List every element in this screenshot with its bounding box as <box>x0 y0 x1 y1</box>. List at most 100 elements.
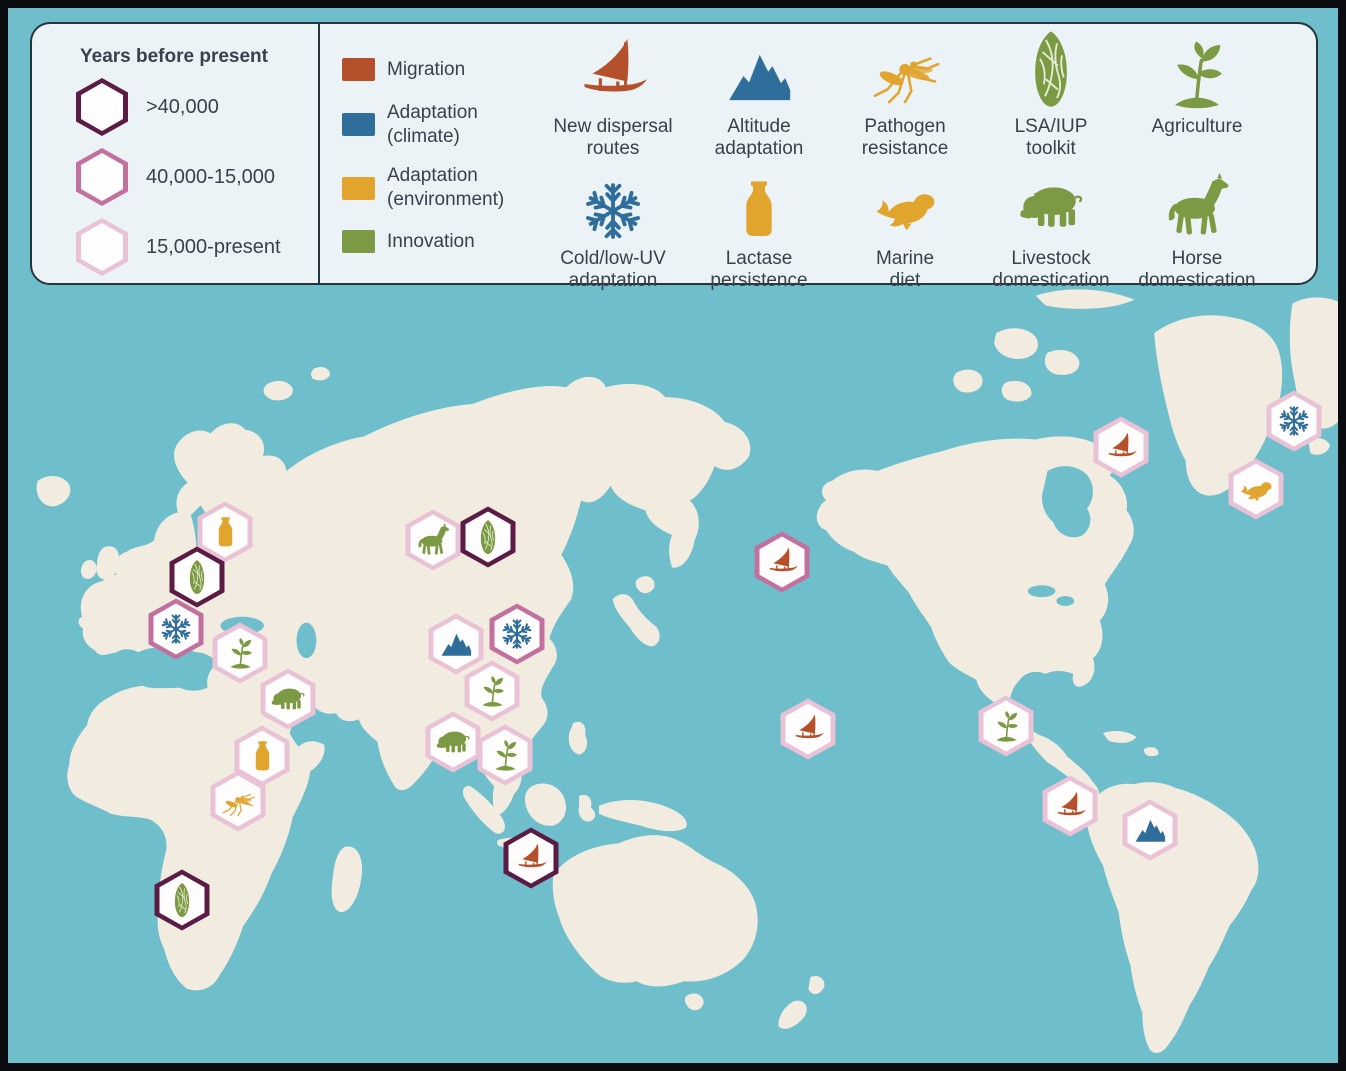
icon-def-mosquito: Pathogen resistance <box>832 28 978 180</box>
hexagon-fill <box>239 730 285 782</box>
marker-lactase-scandinavia <box>197 501 253 563</box>
marker-dispersal-arctic <box>1093 416 1149 478</box>
marker-hexagon-recent <box>1228 458 1284 520</box>
marker-altitude-andes <box>1122 799 1178 861</box>
plant-icon <box>489 739 521 771</box>
toolkit-icon <box>179 559 216 596</box>
pig-icon <box>1016 172 1086 242</box>
hexagon-fill <box>153 603 199 655</box>
icon-holder <box>725 28 793 110</box>
mosquito-icon <box>867 34 943 110</box>
toolkit-icon <box>470 519 507 556</box>
boat-icon <box>514 841 548 875</box>
era-label: 40,000-15,000 <box>146 165 276 188</box>
marker-hexagon-recent <box>212 622 268 684</box>
era-item-old: >40,000 <box>76 78 318 136</box>
marker-dispersal-australia <box>503 827 559 889</box>
marker-altitude-tibet <box>428 613 484 675</box>
legend-years-title: Years before present <box>80 46 268 67</box>
era-item-mid: 40,000-15,000 <box>76 148 318 206</box>
marker-agriculture-eastasia <box>464 660 520 722</box>
horse-icon <box>415 522 452 559</box>
hexagon-fill <box>508 832 554 884</box>
marker-toolkit-centralasia <box>460 506 516 568</box>
era-hexagon-recent <box>76 218 128 276</box>
icon-def-plant: Agriculture <box>1124 28 1270 180</box>
era-item-recent: 15,000-present <box>76 218 318 276</box>
landmass-greenland <box>1154 315 1283 496</box>
category-swatch <box>342 58 375 82</box>
category-swatch <box>342 230 375 254</box>
category-item: Innovation <box>342 230 532 254</box>
snowflake-icon <box>582 180 644 242</box>
icon-holder <box>1010 28 1092 110</box>
marker-hexagon-recent <box>210 770 266 832</box>
marker-cold-europe <box>148 598 204 660</box>
marker-hexagon-recent <box>1042 775 1098 837</box>
snowflake-icon <box>501 618 534 651</box>
mountain-icon <box>1134 814 1167 847</box>
era-hexagon-mid <box>76 148 128 206</box>
lake-great-lakes <box>1027 585 1056 598</box>
era-hexagon-old <box>76 78 128 136</box>
hexagon-fill <box>159 874 205 926</box>
icon-def-label: Agriculture <box>1151 116 1243 137</box>
landmass-newguinea <box>598 799 687 832</box>
snowflake-icon <box>1278 405 1311 438</box>
sea-hudson-bay <box>1042 466 1093 538</box>
icon-holder <box>582 184 644 242</box>
marker-pathogen-africa <box>210 770 266 832</box>
category-label: Innovation <box>387 230 475 252</box>
legend-panel: Years before present >40,000 40,000-15,00… <box>30 22 1318 291</box>
marker-toolkit-europe <box>169 546 225 608</box>
marker-hexagon-recent <box>1122 799 1178 861</box>
hexagon-fill <box>759 536 805 588</box>
icon-def-bottle: Lactase persistence <box>686 180 832 291</box>
hexagon-fill <box>430 716 476 768</box>
plant-icon <box>1162 40 1232 110</box>
marker-agriculture-neareast <box>212 622 268 684</box>
marker-agriculture-mesoamerica <box>978 695 1034 757</box>
marker-hexagon-recent <box>425 711 481 773</box>
icon-def-mountain: Altitude adaptation <box>686 28 832 180</box>
marker-hexagon-recent <box>405 509 461 571</box>
marker-cold-northatlantic <box>1266 390 1322 452</box>
marker-hexagon-old <box>169 546 225 608</box>
marker-hexagon-recent <box>780 698 836 760</box>
marker-hexagon-recent <box>978 695 1034 757</box>
boat-icon <box>765 545 799 579</box>
icon-def-boat: New dispersal routes <box>540 28 686 180</box>
category-item: Adaptation (climate) <box>342 101 532 149</box>
landmass-arctic-islands <box>953 289 1135 402</box>
icon-def-pig: Livestock domestication <box>978 180 1124 291</box>
landmass-caribbean <box>1102 730 1159 757</box>
boat-icon <box>575 34 651 110</box>
marker-horse-centralasia <box>405 509 461 571</box>
landmass-southamerica <box>1086 782 1259 1053</box>
marker-marine-diet-greenland <box>1228 458 1284 520</box>
marker-hexagon-mid <box>148 598 204 660</box>
marker-livestock-neareast <box>260 668 316 730</box>
hexagon-fill <box>81 83 123 131</box>
landmass-newzealand <box>778 976 825 1029</box>
marker-dispersal-beringia <box>754 531 810 593</box>
lake-great-lakes-2 <box>1056 596 1075 606</box>
sea-caspian <box>296 622 317 659</box>
era-label: 15,000-present <box>146 235 281 258</box>
landmass-svalbard <box>263 366 331 401</box>
pig-icon <box>270 681 307 718</box>
marker-hexagon-recent <box>260 668 316 730</box>
snowflake-icon <box>160 613 193 646</box>
hexagon-fill <box>410 514 456 566</box>
hexagon-fill <box>469 665 515 717</box>
landmass-australia <box>552 835 758 1011</box>
bottle-icon <box>245 739 279 773</box>
plant-icon <box>476 675 508 707</box>
marker-hexagon-old <box>154 869 210 931</box>
icon-def-label: Lactase persistence <box>710 248 808 292</box>
marker-hexagon-recent <box>1093 416 1149 478</box>
icon-holder <box>867 28 943 110</box>
category-label: Migration <box>387 59 466 80</box>
boat-icon <box>791 712 825 746</box>
